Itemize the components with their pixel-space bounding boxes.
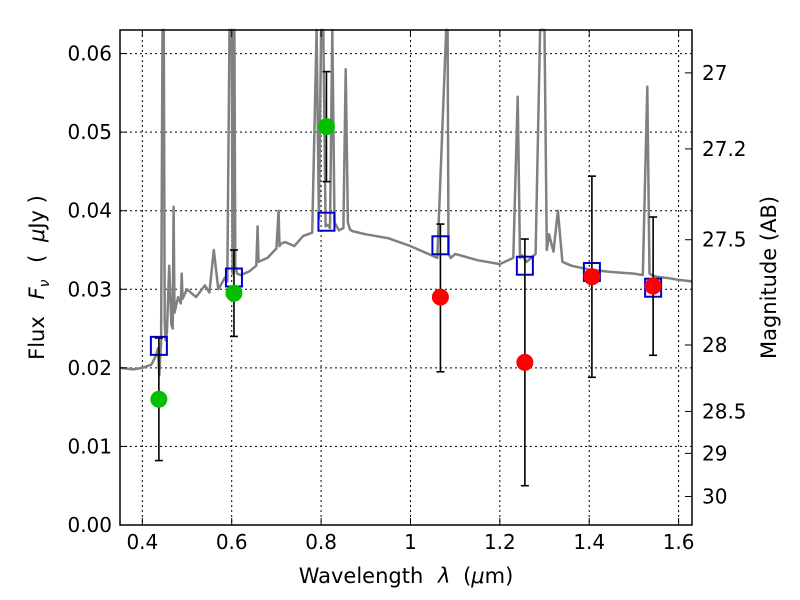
- y2-tick-label: 27: [702, 61, 727, 85]
- x-axis-label-prefix: Wavelength: [299, 564, 424, 588]
- red-data-point: [583, 268, 601, 286]
- y2-tick-label: 27.5: [702, 228, 747, 252]
- model-photometry-square: [317, 211, 336, 232]
- plot-frame: [119, 29, 693, 526]
- x-tick-label: 1.2: [484, 530, 516, 554]
- x-tick-label: 0.6: [216, 530, 248, 554]
- model-spectrum-layer: [119, 28, 693, 377]
- x-axis-label-mu: μ: [470, 564, 484, 588]
- y-axis-label-unit: Jy ): [25, 195, 49, 231]
- x-axis-label: Wavelength λ (μm): [299, 564, 514, 588]
- red-data-point: [644, 277, 662, 295]
- axis-ticks: 0.4 0.6 0.8 1 1.2 1.4 1.6 0.00 0.01 0.02 0.03 0.04 0…: [67, 30, 747, 554]
- x-axis-label-unit: m): [485, 564, 514, 588]
- y-tick-label: 0.04: [67, 199, 112, 223]
- y-axis-label-var: F: [25, 287, 49, 300]
- y-axis-label-sub: ν: [37, 279, 53, 287]
- y2-tick-label: 28.5: [702, 399, 747, 423]
- y-tick-label: 0.00: [67, 513, 112, 537]
- y-tick-label: 0.03: [67, 277, 112, 301]
- green-data-point: [225, 284, 243, 302]
- y2-tick-label: 29: [702, 441, 727, 465]
- y-axis-label-open: (: [25, 255, 49, 263]
- x-axis-label-var: λ: [437, 564, 450, 588]
- y-tick-label: 0.06: [67, 42, 112, 66]
- y-tick-label: 0.02: [67, 356, 112, 380]
- red-data-point: [431, 288, 449, 306]
- y-axis-label: Flux Fν ( μJy ): [25, 195, 54, 360]
- y-tick-label: 0.05: [67, 120, 112, 144]
- green-data-point: [317, 118, 335, 136]
- y2-tick-label: 30: [702, 484, 727, 508]
- x-axis-label-open: (: [463, 564, 471, 588]
- x-tick-label: 1: [404, 530, 417, 554]
- red-data-point: [516, 353, 534, 371]
- data-points-layer: [149, 70, 663, 487]
- y-axis-label-mu: μ: [25, 229, 49, 243]
- x-tick-label: 1.4: [573, 530, 605, 554]
- x-tick-label: 1.6: [663, 530, 695, 554]
- grid: [120, 30, 692, 525]
- y2-axis-label: Magnitude (AB): [757, 196, 781, 359]
- y2-tick-label: 28: [702, 333, 727, 357]
- y2-tick-label: 27.2: [702, 137, 747, 161]
- y-tick-label: 0.01: [67, 434, 112, 458]
- green-data-point: [150, 390, 168, 408]
- x-tick-label: 0.4: [126, 530, 158, 554]
- model-spectrum-line: [119, 28, 693, 377]
- y-axis-label-prefix: Flux: [25, 316, 49, 360]
- x-tick-label: 0.8: [305, 530, 337, 554]
